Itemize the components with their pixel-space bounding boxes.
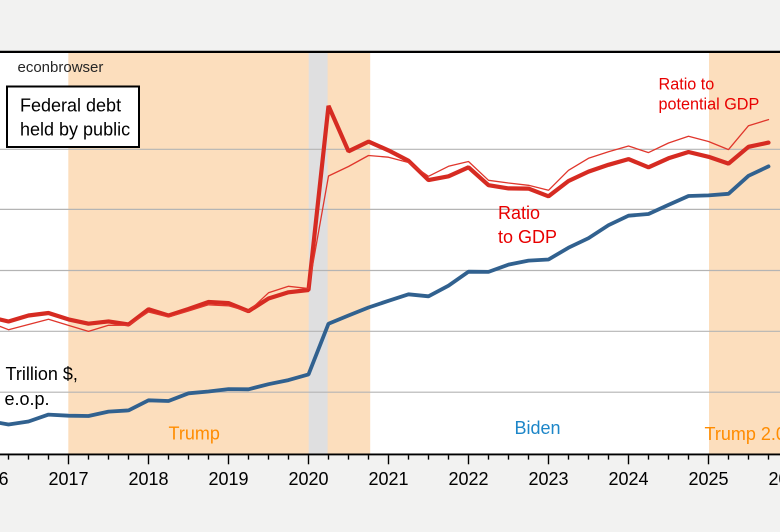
svg-text:Trillion $,: Trillion $, [6, 364, 78, 384]
svg-text:2016: 2016 [0, 469, 9, 489]
svg-text:2019: 2019 [208, 469, 248, 489]
svg-text:Ratio: Ratio [498, 203, 540, 223]
svg-text:2025: 2025 [688, 469, 728, 489]
svg-text:2020: 2020 [288, 469, 328, 489]
svg-text:Ratio to: Ratio to [659, 75, 715, 93]
svg-text:to GDP: to GDP [498, 227, 557, 247]
svg-text:Federal debt: Federal debt [20, 96, 121, 116]
svg-text:2024: 2024 [608, 469, 648, 489]
svg-text:e.o.p.: e.o.p. [5, 389, 50, 409]
svg-text:2023: 2023 [528, 469, 568, 489]
svg-text:2017: 2017 [48, 469, 88, 489]
svg-text:2021: 2021 [368, 469, 408, 489]
svg-text:Trump 2.0: Trump 2.0 [705, 424, 780, 444]
svg-text:2026: 2026 [768, 469, 780, 489]
svg-text:2018: 2018 [128, 469, 168, 489]
svg-text:Biden: Biden [515, 418, 561, 438]
svg-text:Trump: Trump [169, 424, 220, 444]
svg-text:potential GDP: potential GDP [659, 96, 760, 114]
svg-text:econbrowser: econbrowser [18, 59, 104, 76]
svg-text:held by public: held by public [20, 120, 130, 140]
svg-text:2022: 2022 [448, 469, 488, 489]
